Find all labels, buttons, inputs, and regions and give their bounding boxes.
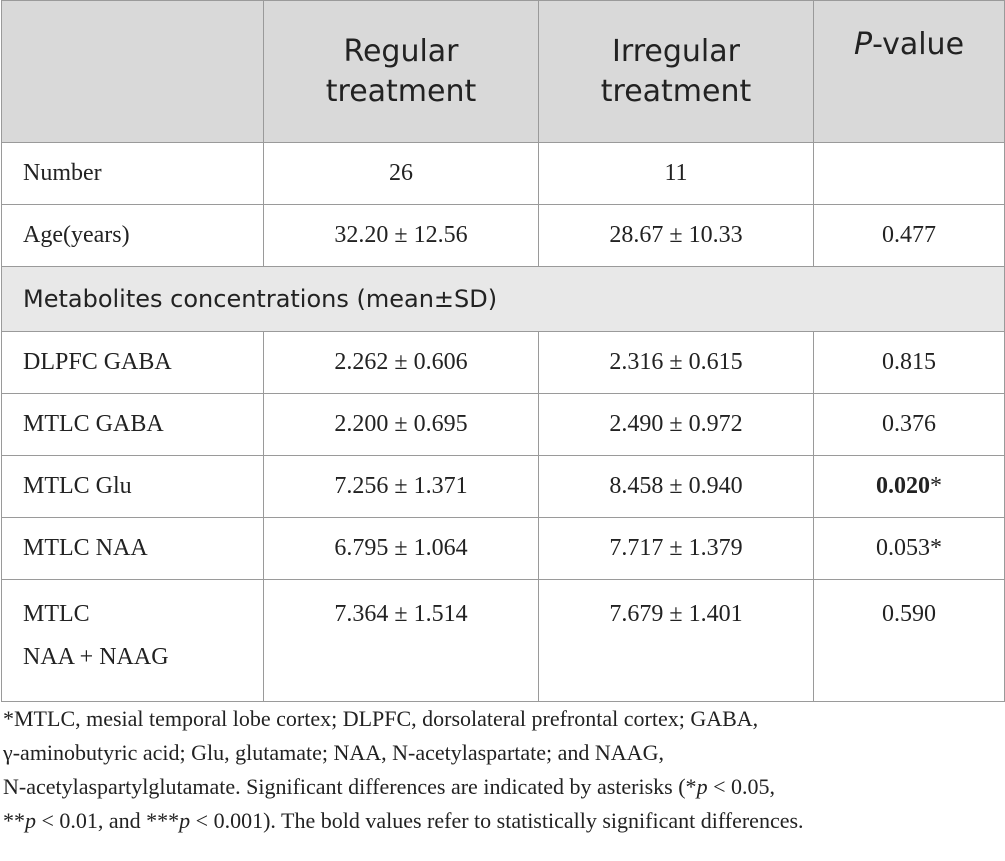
p-value-asterisk: * bbox=[930, 473, 942, 499]
footnote-line: **p < 0.01, and ***p < 0.001). The bold … bbox=[3, 804, 1001, 838]
table-row-number: Number 26 11 bbox=[1, 142, 1005, 205]
cell-p-value bbox=[813, 142, 1005, 205]
cell-regular: 7.364 ± 1.514 bbox=[263, 579, 539, 702]
footnote-text: N-acetylaspartylglutamate. Significant d… bbox=[3, 774, 697, 799]
header-regular-treatment: Regular treatment bbox=[263, 0, 539, 143]
cell-p-value: 0.376 bbox=[813, 393, 1005, 456]
table-footnote: *MTLC, mesial temporal lobe cortex; DLPF… bbox=[3, 702, 1001, 838]
footnote-text: ** bbox=[3, 808, 25, 833]
cell-irregular: 2.490 ± 0.972 bbox=[538, 393, 814, 456]
row-label: MTLC Glu bbox=[1, 455, 264, 518]
footnote-line: γ-aminobutyric acid; Glu, glutamate; NAA… bbox=[3, 740, 664, 765]
cell-regular: 26 bbox=[263, 142, 539, 205]
cell-irregular: 2.316 ± 0.615 bbox=[538, 331, 814, 394]
header-irregular-line2: treatment bbox=[600, 73, 752, 109]
footnote-line: N-acetylaspartylglutamate. Significant d… bbox=[3, 770, 1001, 804]
cell-regular: 2.200 ± 0.695 bbox=[263, 393, 539, 456]
footnote-text: < 0.01, and *** bbox=[36, 808, 180, 833]
cell-irregular: 7.717 ± 1.379 bbox=[538, 517, 814, 580]
header-regular-line1: Regular bbox=[343, 33, 459, 69]
cell-irregular: 11 bbox=[538, 142, 814, 205]
table-row-dlpfc-gaba: DLPFC GABA 2.262 ± 0.606 2.316 ± 0.615 0… bbox=[1, 331, 1005, 394]
cell-regular: 32.20 ± 12.56 bbox=[263, 204, 539, 267]
table-row-mtlc-naa: MTLC NAA 6.795 ± 1.064 7.717 ± 1.379 0.0… bbox=[1, 517, 1005, 580]
table-row-age: Age(years) 32.20 ± 12.56 28.67 ± 10.33 0… bbox=[1, 204, 1005, 267]
header-regular-line2: treatment bbox=[325, 73, 477, 109]
cell-regular: 2.262 ± 0.606 bbox=[263, 331, 539, 394]
cell-irregular: 28.67 ± 10.33 bbox=[538, 204, 814, 267]
header-p-rest: -value bbox=[872, 27, 965, 62]
row-label: MTLC GABA bbox=[1, 393, 264, 456]
header-row: Regular treatment Irregular treatment P-… bbox=[1, 0, 1005, 143]
footnote-p-italic: p bbox=[179, 808, 191, 833]
row-label: MTLC NAA + NAAG bbox=[1, 579, 264, 702]
cell-p-value: 0.053* bbox=[813, 517, 1005, 580]
header-p-italic: P bbox=[853, 27, 873, 62]
table-row-mtlc-naa-naag: MTLC NAA + NAAG 7.364 ± 1.514 7.679 ± 1.… bbox=[1, 579, 1005, 702]
results-table-container: Regular treatment Irregular treatment P-… bbox=[1, 0, 1005, 702]
cell-regular: 7.256 ± 1.371 bbox=[263, 455, 539, 518]
cell-irregular: 8.458 ± 0.940 bbox=[538, 455, 814, 518]
footnote-p-italic: p bbox=[696, 774, 708, 799]
row-label-line1: MTLC bbox=[23, 601, 90, 627]
header-irregular-treatment: Irregular treatment bbox=[538, 0, 814, 143]
cell-p-value: 0.590 bbox=[813, 579, 1005, 702]
row-label: MTLC NAA bbox=[1, 517, 264, 580]
row-label-line2: NAA + NAAG bbox=[23, 644, 169, 670]
row-label: DLPFC GABA bbox=[1, 331, 264, 394]
cell-irregular: 7.679 ± 1.401 bbox=[538, 579, 814, 702]
table-row-mtlc-gaba: MTLC GABA 2.200 ± 0.695 2.490 ± 0.972 0.… bbox=[1, 393, 1005, 456]
cell-p-value: 0.020* bbox=[813, 455, 1005, 518]
section-row-metabolites: Metabolites concentrations (mean±SD) bbox=[1, 266, 1005, 332]
p-value-bold: 0.020 bbox=[876, 473, 930, 499]
footnote-line: *MTLC, mesial temporal lobe cortex; DLPF… bbox=[3, 706, 759, 731]
footnote-p-italic: p bbox=[25, 808, 36, 833]
table-row-mtlc-glu: MTLC Glu 7.256 ± 1.371 8.458 ± 0.940 0.0… bbox=[1, 455, 1005, 518]
cell-p-value: 0.477 bbox=[813, 204, 1005, 267]
header-empty-cell bbox=[1, 0, 264, 143]
cell-regular: 6.795 ± 1.064 bbox=[263, 517, 539, 580]
row-label: Age(years) bbox=[1, 204, 264, 267]
footnote-text: < 0.05, bbox=[707, 774, 775, 799]
results-table: Regular treatment Irregular treatment P-… bbox=[1, 0, 1005, 702]
header-p-value: P-value bbox=[813, 0, 1005, 143]
cell-p-value: 0.815 bbox=[813, 331, 1005, 394]
header-irregular-line1: Irregular bbox=[612, 33, 740, 69]
footnote-text: < 0.001). The bold values refer to stati… bbox=[190, 808, 804, 833]
row-label: Number bbox=[1, 142, 264, 205]
section-title: Metabolites concentrations (mean±SD) bbox=[1, 266, 1005, 332]
